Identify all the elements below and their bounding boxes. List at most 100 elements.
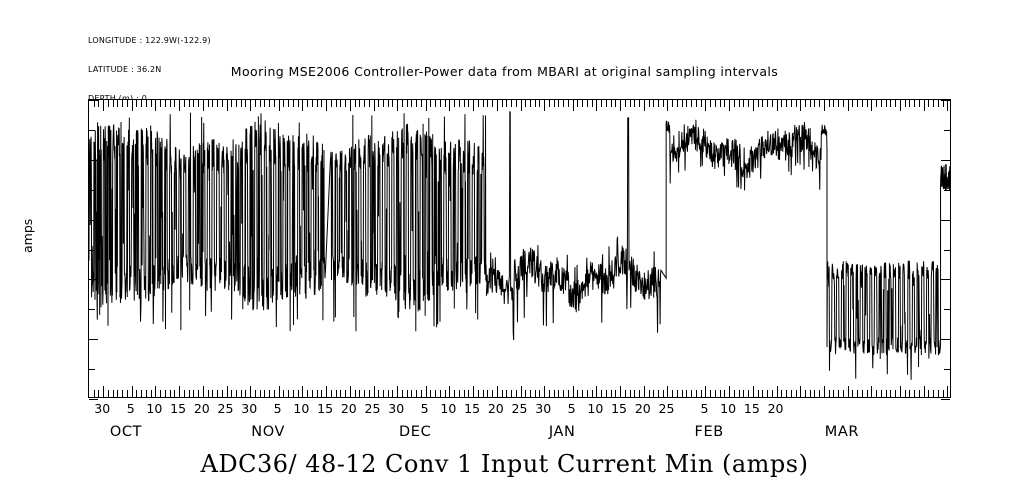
x-axis-minor-tick — [805, 100, 806, 107]
x-axis-minor-tick — [591, 100, 593, 107]
x-axis-major-tick — [278, 100, 280, 111]
x-axis-month-label: JAN — [548, 424, 576, 440]
x-axis-minor-tick — [141, 100, 143, 107]
x-axis-minor-tick — [529, 390, 531, 397]
x-axis-major-tick — [667, 386, 669, 397]
x-axis-minor-tick — [904, 390, 906, 397]
y-axis-tick — [941, 159, 950, 161]
y-axis-minor-tick — [944, 189, 950, 191]
x-axis-minor-tick — [264, 390, 266, 397]
x-axis-minor-tick — [345, 100, 347, 107]
x-axis-minor-tick — [676, 390, 678, 397]
x-axis-minor-tick — [639, 100, 641, 107]
x-axis-minor-tick — [819, 100, 821, 107]
x-axis-minor-tick — [112, 390, 114, 397]
x-axis-minor-tick — [876, 390, 878, 397]
x-axis-minor-tick — [439, 100, 441, 107]
x-axis-major-tick — [776, 386, 778, 397]
x-axis-minor-tick — [221, 390, 223, 397]
y-axis-tick — [941, 219, 950, 221]
x-axis-minor-tick — [757, 100, 759, 107]
x-axis-minor-tick — [364, 390, 366, 397]
x-axis-minor-tick — [93, 390, 95, 397]
x-axis-minor-tick — [174, 100, 176, 107]
x-axis-tick-label: 5 — [273, 401, 282, 416]
x-axis-month-label: FEB — [694, 424, 724, 440]
x-axis-minor-tick — [307, 100, 309, 107]
x-axis-major-tick — [705, 100, 707, 111]
x-axis-minor-tick — [245, 390, 247, 397]
x-axis-minor-tick — [288, 390, 290, 397]
x-axis-minor-tick — [207, 390, 209, 397]
x-axis-minor-tick — [160, 100, 162, 107]
x-axis-minor-tick — [781, 100, 783, 107]
x-axis-minor-tick — [781, 390, 783, 397]
x-axis-major-tick — [596, 386, 598, 397]
x-axis-minor-tick — [122, 100, 124, 107]
x-axis-minor-tick — [743, 390, 745, 397]
x-axis-minor-tick — [890, 390, 892, 397]
x-axis-minor-tick — [942, 100, 944, 107]
x-axis-minor-tick — [852, 100, 854, 107]
x-axis-major-tick — [326, 386, 328, 397]
x-axis-minor-tick — [658, 100, 659, 107]
x-axis-minor-tick — [406, 390, 408, 397]
x-axis-major-tick — [572, 386, 574, 397]
x-axis-minor-tick — [359, 390, 361, 397]
x-axis-tick-label: 20 — [193, 401, 210, 416]
x-axis-minor-tick — [601, 100, 603, 107]
x-axis-minor-tick — [852, 390, 854, 397]
x-axis-minor-tick — [136, 390, 138, 397]
x-axis-minor-tick — [198, 100, 200, 107]
x-axis-major-tick — [103, 100, 105, 111]
x-axis-month-label: NOV — [251, 424, 286, 440]
y-axis-minor-tick — [89, 249, 95, 251]
x-axis-minor-tick — [676, 100, 678, 107]
x-axis-minor-tick — [525, 100, 527, 107]
x-axis-minor-tick — [368, 390, 370, 397]
x-axis-minor-tick — [724, 390, 726, 397]
x-axis-minor-tick — [463, 100, 465, 107]
x-axis-minor-tick — [909, 390, 911, 397]
x-axis-minor-tick — [169, 100, 171, 107]
x-axis-minor-tick — [771, 100, 773, 107]
x-axis-major-tick — [776, 100, 778, 111]
x-axis-month-label: OCT — [109, 424, 143, 440]
x-axis-minor-tick — [790, 100, 792, 107]
x-axis-major-tick — [752, 100, 754, 111]
x-axis-minor-tick — [686, 390, 688, 397]
x-axis-minor-tick — [762, 390, 764, 397]
x-axis-minor-tick — [506, 390, 508, 397]
x-axis-minor-tick — [511, 100, 513, 107]
x-axis-minor-tick — [335, 390, 337, 397]
x-axis-minor-tick — [691, 390, 693, 397]
metadata-longitude: LONGITUDE : 122.9W(-122.9) — [88, 36, 211, 46]
x-axis-major-tick — [620, 100, 622, 111]
x-axis-tick-label: 25 — [364, 401, 381, 416]
x-axis-minor-tick — [269, 100, 271, 107]
x-axis-major-tick — [899, 386, 901, 397]
x-axis-major-tick — [947, 100, 949, 111]
x-axis-month-label: DEC — [399, 424, 432, 440]
x-axis-minor-tick — [563, 390, 565, 397]
x-axis-minor-tick — [743, 100, 745, 107]
x-axis-tick-label: 15 — [611, 401, 628, 416]
x-axis-tick-label: 5 — [420, 401, 429, 416]
y-axis-minor-tick — [944, 129, 950, 131]
x-axis-minor-tick — [809, 390, 811, 397]
x-axis-minor-tick — [861, 100, 863, 107]
x-axis-minor-tick — [738, 390, 740, 397]
x-axis-minor-tick — [487, 100, 489, 107]
x-axis-minor-tick — [895, 390, 897, 397]
x-axis-minor-tick — [558, 390, 560, 397]
x-axis-minor-tick — [430, 100, 432, 107]
y-axis-tick — [941, 399, 950, 400]
x-axis-major-tick — [705, 386, 707, 397]
x-axis-minor-tick — [345, 390, 347, 397]
y-axis-tick — [89, 219, 98, 221]
x-axis-minor-tick — [93, 100, 95, 107]
x-axis-minor-tick — [833, 100, 835, 107]
x-axis-minor-tick — [762, 100, 764, 107]
x-axis-minor-tick — [292, 100, 294, 107]
